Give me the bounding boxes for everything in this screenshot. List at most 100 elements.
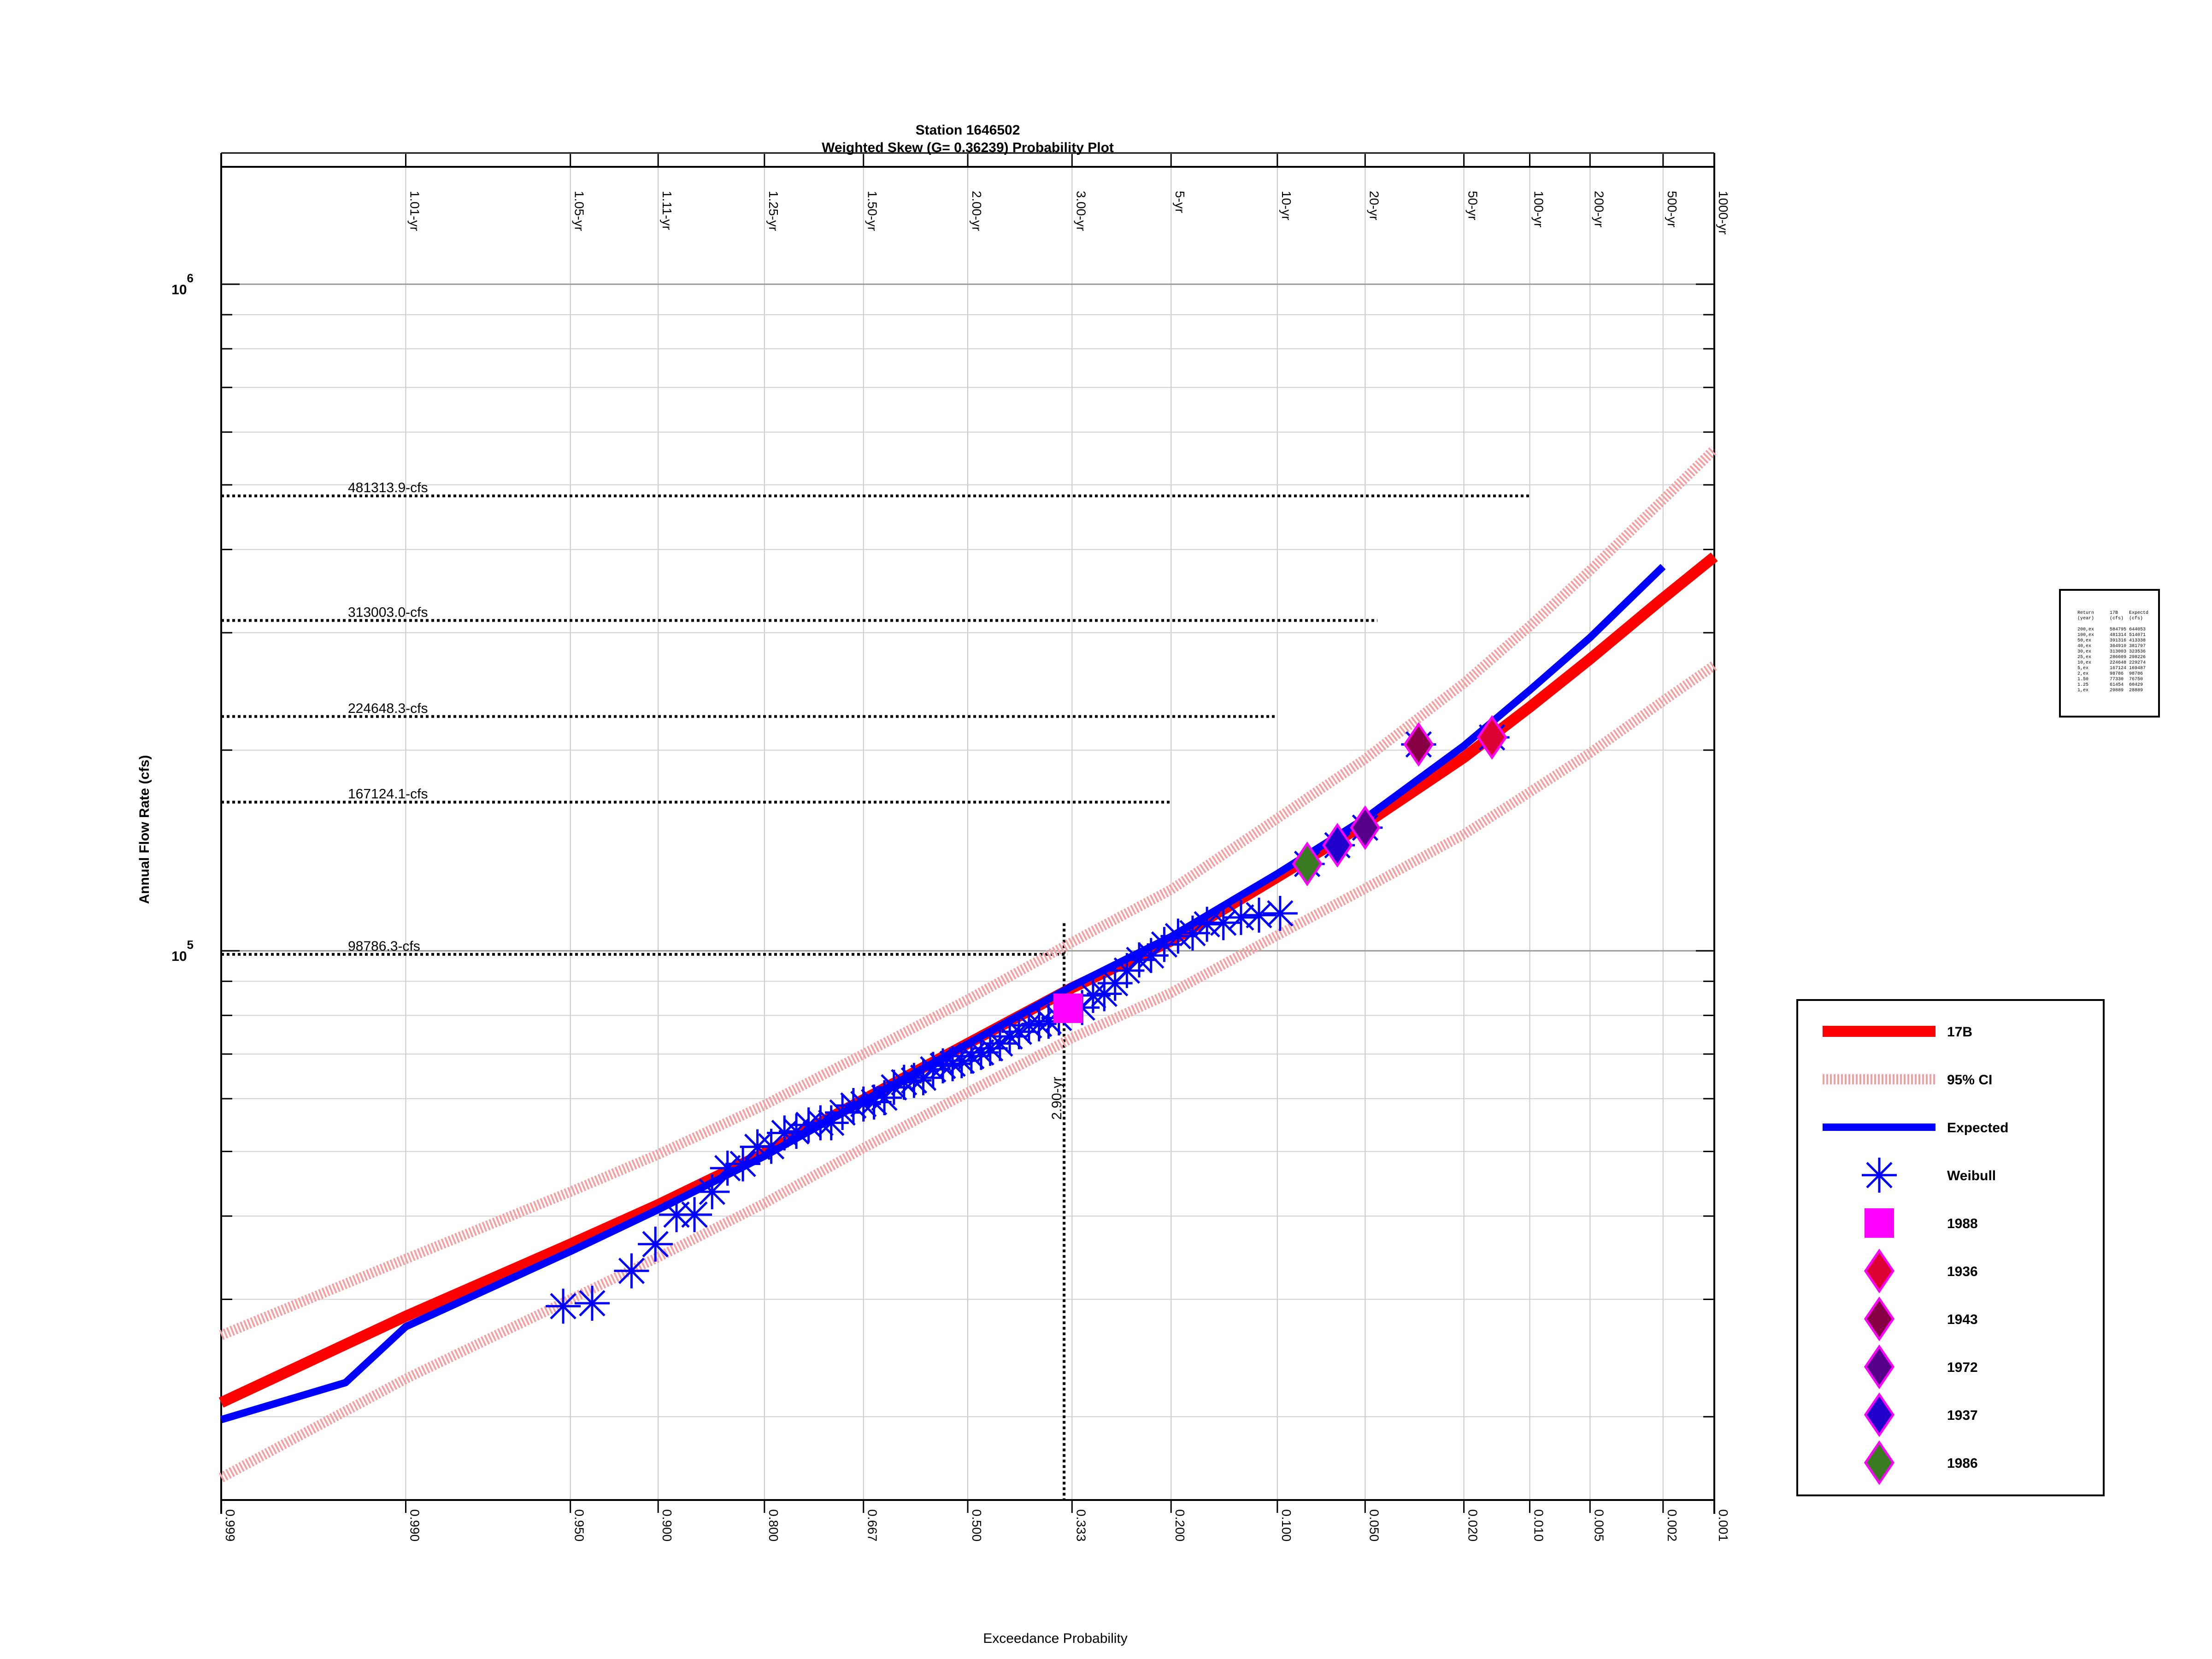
asterisk-stroke <box>1210 909 1237 936</box>
asterisk-stroke <box>860 1088 888 1116</box>
series-markers <box>546 715 1510 1324</box>
table-cell: 77330 <box>2110 677 2124 682</box>
return-period-label: 100-yr <box>1532 191 1546 227</box>
asterisk-stroke <box>579 1290 606 1317</box>
table-cell: 98786 <box>2110 671 2124 677</box>
return-period-label: 20-yr <box>1367 191 1381 220</box>
point-1988 <box>1053 993 1083 1023</box>
weibull-point <box>1241 897 1277 933</box>
reference-line-label: 98786.3-cfs <box>348 939 420 954</box>
table-cell: 286609 <box>2110 655 2126 660</box>
x-tick-label: 0.500 <box>970 1509 984 1541</box>
asterisk-stroke <box>930 1053 956 1079</box>
legend-label: 1986 <box>1947 1456 1978 1471</box>
return-period-label: 3.00-yr <box>1074 191 1088 231</box>
return-period-label: 1000-yr <box>1716 191 1730 235</box>
table-cell: 381797 <box>2129 644 2146 649</box>
table-cell: 29889 <box>2110 688 2124 693</box>
y-axis-label: Annual Flow Rate (cfs) <box>137 755 152 904</box>
table-cell: 1.25 <box>2077 682 2088 688</box>
y-tick-label: 105 <box>171 938 194 964</box>
weibull-point <box>1189 906 1225 942</box>
asterisk-stroke <box>714 1155 741 1182</box>
weibull-point <box>1262 896 1298 931</box>
table-cell: 167124 <box>2110 666 2126 671</box>
legend-label: 1936 <box>1947 1264 1978 1279</box>
table-header: Return <box>2077 611 2094 616</box>
reference-lines: 481313.9-cfs 313003.0-cfs 224648.3-cfs 1671… <box>221 480 1530 1500</box>
legend-label: 1937 <box>1947 1408 1978 1423</box>
return-period-label: 5-yr <box>1173 191 1187 213</box>
asterisk-stroke <box>1228 904 1254 931</box>
legend-swatch <box>1864 1248 1895 1294</box>
table-cell: 1,ex <box>2077 688 2088 693</box>
x-tick-label: 0.005 <box>1592 1509 1606 1541</box>
legend-swatch <box>1864 1344 1895 1389</box>
reference-line-label: 224648.3-cfs <box>348 701 428 716</box>
legend-label: 95% CI <box>1947 1072 1992 1088</box>
point-1936 <box>1477 715 1507 760</box>
x-tick-label: 0.667 <box>865 1509 880 1541</box>
x-tick-label: 0.999 <box>223 1509 237 1541</box>
legend-swatch <box>1864 1296 1895 1341</box>
point-1972 <box>1350 805 1381 850</box>
weibull-point <box>1175 915 1210 951</box>
asterisk-stroke <box>850 1091 877 1118</box>
return-period-label: 500-yr <box>1665 191 1679 227</box>
table-subheader: (cfs) <box>2110 616 2124 621</box>
legend-box <box>1796 999 2105 1496</box>
chart-subtitle: Weighted Skew (G= 0.36239) Probability P… <box>822 140 1114 155</box>
table-cell: 100,ex <box>2077 633 2094 638</box>
asterisk-stroke <box>729 1150 756 1177</box>
asterisk-stroke <box>618 1258 645 1284</box>
return-period-label: 1.05-yr <box>572 191 587 231</box>
chart-title: Station 1646502 <box>916 123 1020 138</box>
table-box <box>2059 589 2160 718</box>
asterisk-stroke <box>1246 902 1272 929</box>
point-1986 <box>1292 841 1323 887</box>
table-cell: 298226 <box>2129 655 2146 660</box>
x-tick-label: 0.800 <box>766 1509 781 1541</box>
table-header: 17B <box>2110 611 2118 616</box>
legend-swatch <box>1864 1440 1895 1485</box>
legend-label: 17B <box>1947 1024 1972 1040</box>
asterisk-stroke <box>699 1178 725 1205</box>
asterisk-stroke <box>1267 900 1294 927</box>
x-tick-label: 0.200 <box>1173 1509 1187 1541</box>
legend-swatch <box>1862 1158 1897 1193</box>
weibull-point <box>694 1174 730 1210</box>
reference-line-label: 167124.1-cfs <box>348 787 428 802</box>
weibull-point <box>856 1084 892 1120</box>
x-tick-label: 0.333 <box>1074 1509 1088 1541</box>
table-cell: 25,ex <box>2077 655 2091 660</box>
table-cell: 514071 <box>2129 633 2146 638</box>
table-subheader: (cfs) <box>2129 616 2143 621</box>
ticks: 0.999 0.990 0.950 0.900 0.800 0.667 0.500 0.333… <box>171 154 1730 1541</box>
table-cell: 481314 <box>2110 633 2126 638</box>
return-period-label: 50-yr <box>1466 191 1480 220</box>
table-cell: 61454 <box>2110 682 2124 688</box>
x-tick-label: 0.100 <box>1279 1509 1294 1541</box>
return-period-label: 1.50-yr <box>865 191 880 231</box>
table-cell: 200,ex <box>2077 627 2094 632</box>
y-tick-label: 106 <box>171 271 194 298</box>
table-cell: 313003 <box>2110 649 2126 654</box>
asterisk-stroke <box>1080 982 1106 1009</box>
x-tick-label: 0.010 <box>1532 1509 1546 1541</box>
weibull-point <box>972 1030 1008 1066</box>
table-header: Expectd <box>2129 610 2148 616</box>
table-cell: 224648 <box>2110 660 2126 665</box>
asterisk-stroke <box>920 1056 947 1083</box>
asterisk-stroke <box>891 1069 918 1096</box>
asterisk-stroke <box>642 1231 669 1258</box>
table-cell: 323536 <box>2129 649 2146 654</box>
ci-upper-line <box>219 446 1718 1340</box>
legend-label: 1972 <box>1947 1360 1978 1375</box>
return-period-label: 1.25-yr <box>766 191 781 231</box>
asterisk-stroke <box>1138 942 1165 969</box>
asterisk-stroke <box>681 1201 708 1228</box>
table-cell: 169487 <box>2129 666 2146 671</box>
table-cell: 229274 <box>2129 660 2146 665</box>
return-period-label: 1.01-yr <box>407 191 422 231</box>
